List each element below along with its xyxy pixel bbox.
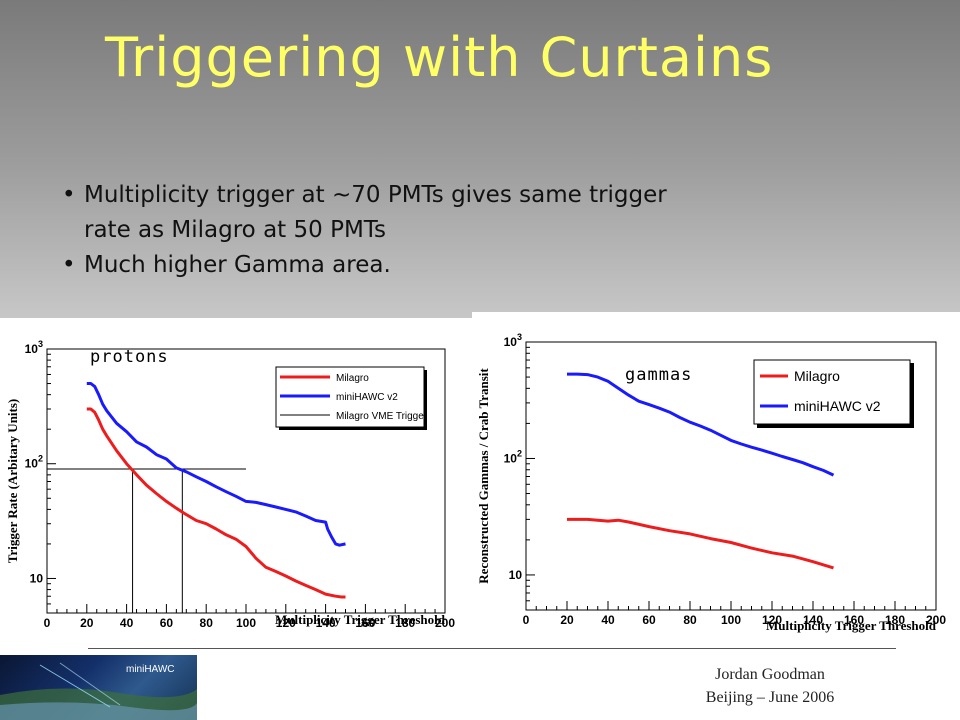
x-tick-label: 0 <box>523 613 530 627</box>
series-line-milagro <box>567 517 834 570</box>
x-tick-label: 120 <box>276 616 296 628</box>
x-tick-label: 20 <box>560 613 574 627</box>
x-tick-label: 100 <box>721 613 741 627</box>
x-tick-label: 0 <box>44 616 51 628</box>
chart-legend: Milagro miniHAWC v2 Milagro VME Trigger <box>275 366 428 430</box>
x-tick-label: 40 <box>120 616 134 628</box>
logo-graphic <box>0 662 197 720</box>
y-tick-label: 102 <box>504 448 522 465</box>
minihawc-logo: miniHAWC <box>0 655 197 720</box>
x-tick-label: 160 <box>844 613 864 627</box>
x-axis-label: Multiplicity Trigger Threshold <box>275 612 446 627</box>
chart-annotation: protons <box>90 347 169 367</box>
footer-author: Jordan Goodman <box>715 666 825 683</box>
bullet-list: Multiplicity trigger at ~70 PMTs gives s… <box>60 178 684 283</box>
slide-title: Triggering with Curtains <box>105 26 774 89</box>
legend-shadow <box>424 370 427 430</box>
x-tick-label: 180 <box>395 616 415 628</box>
logo-text: miniHAWC <box>126 664 175 675</box>
y-axis-label: Trigger Rate (Arbitary Units) <box>5 399 20 564</box>
x-tick-label: 80 <box>683 613 697 627</box>
x-tick-label: 200 <box>926 613 946 627</box>
chart-legend: Milagro miniHAWC v2 <box>753 359 914 428</box>
protons-chart: 0 20 40 60 80 100 120 140 160 180 200 103 102 10 prot… <box>5 339 455 628</box>
legend-shadow <box>757 424 914 428</box>
gammas-chart-panel: 0 20 40 60 80 100 120 140 160 180 200 103 102 10 gamm… <box>472 312 960 634</box>
y-axis-label: Reconstructed Gammas / Crab Transit <box>476 368 491 584</box>
bullet-item: Much higher Gamma area. <box>60 248 684 283</box>
footer-divider <box>88 648 896 649</box>
chart-annotation: gammas <box>625 365 692 385</box>
series-line-minihawc <box>86 382 346 547</box>
legend-box <box>753 359 911 425</box>
protons-chart-panel: 0 20 40 60 80 100 120 140 160 180 200 103 102 10 prot… <box>0 318 472 628</box>
x-tick-label: 80 <box>200 616 214 628</box>
x-tick-label: 180 <box>885 613 905 627</box>
bullet-item: Multiplicity trigger at ~70 PMTs gives s… <box>60 178 684 248</box>
footer-credit: Jordan Goodman Beijing – June 2006 <box>660 663 880 709</box>
x-tick-label: 140 <box>316 616 336 628</box>
x-tick-label: 60 <box>642 613 656 627</box>
y-tick-label: 10 <box>509 568 523 582</box>
x-tick-label: 100 <box>236 616 256 628</box>
x-tick-label: 200 <box>435 616 455 628</box>
x-tick-label: 140 <box>803 613 823 627</box>
x-axis-label: Multiplicity Trigger Threshold <box>766 618 937 633</box>
y-tick-label: 103 <box>25 339 43 356</box>
x-tick-label: 120 <box>762 613 782 627</box>
legend-label-minihawc: miniHAWC v2 <box>794 398 881 414</box>
series-line-minihawc <box>567 372 835 477</box>
legend-label-minihawc: miniHAWC v2 <box>336 392 398 403</box>
legend-shadow <box>910 363 914 427</box>
x-tick-label: 40 <box>601 613 615 627</box>
legend-label-milagro: Milagro <box>336 373 369 384</box>
gammas-chart: 0 20 40 60 80 100 120 140 160 180 200 103 102 10 gamm… <box>476 332 946 633</box>
y-tick-label: 102 <box>25 454 43 471</box>
legend-shadow <box>279 427 427 430</box>
footer-event: Beijing – June 2006 <box>705 689 835 706</box>
series-line-milagro <box>86 407 346 599</box>
x-tick-label: 160 <box>355 616 375 628</box>
legend-label-vme: Milagro VME Trigger <box>336 411 428 422</box>
legend-label-milagro: Milagro <box>794 368 840 384</box>
x-tick-label: 60 <box>160 616 174 628</box>
x-tick-label: 20 <box>80 616 94 628</box>
y-tick-label: 103 <box>504 332 522 349</box>
y-tick-label: 10 <box>30 571 44 585</box>
